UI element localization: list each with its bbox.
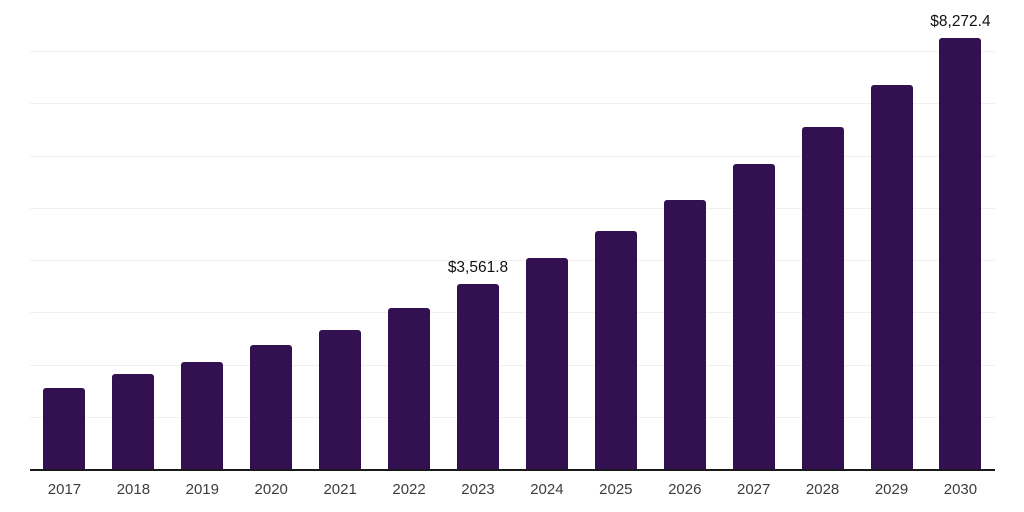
bar-slot-2026 [650, 0, 719, 470]
gridline-3000 [30, 312, 995, 314]
bar-slot-2022 [375, 0, 444, 470]
bar-slot-2025 [581, 0, 650, 470]
x-tick-label-2024: 2024 [530, 481, 564, 498]
bar-slot-2021 [306, 0, 375, 470]
x-axis-labels: 2017 2018 2019 2020 2021 2022 2023 2024 2025 2026… [30, 479, 995, 501]
bar-slot-2029 [857, 0, 926, 470]
x-tick-label-2027: 2027 [736, 481, 771, 498]
bar-2019 [181, 362, 224, 470]
x-tick-label-2019: 2019 [185, 481, 219, 498]
gridline-1000 [30, 416, 995, 418]
bar-slot-2018 [99, 0, 168, 470]
bar-2026 [663, 200, 706, 470]
bar-2021 [319, 329, 362, 470]
bar-slot-2019 [168, 0, 237, 470]
x-tick-label-2029: 2029 [874, 481, 909, 498]
bar-slot-2024 [512, 0, 581, 470]
x-axis-line [30, 469, 995, 471]
bar-2027 [732, 163, 775, 470]
bar-slot-2030: $8,272.4 [926, 0, 995, 470]
data-label-2023: $3,561.8 [447, 259, 509, 276]
bars-container: $3,561.8 $8,272.4 [30, 0, 995, 470]
bar-2028 [801, 127, 844, 470]
x-tick-label-2017: 2017 [47, 481, 82, 498]
gridline-4000 [30, 260, 995, 262]
bar-slot-2028 [788, 0, 857, 470]
x-tick-label-2022: 2022 [392, 481, 426, 498]
data-label-2030: $8,272.4 [930, 13, 991, 30]
x-tick-label-2021: 2021 [323, 481, 357, 498]
gridline-2000 [30, 364, 995, 366]
bar-slot-2023: $3,561.8 [444, 0, 513, 470]
bar-2020 [250, 344, 293, 470]
x-tick-label-2030: 2030 [943, 481, 978, 498]
plot-area: $3,561.8 $8,272.4 [30, 0, 995, 471]
bar-slot-2027 [719, 0, 788, 470]
bar-2017 [43, 387, 86, 470]
bar-2025 [594, 230, 637, 470]
bar-2022 [388, 307, 431, 470]
bar-2018 [112, 374, 155, 470]
gridline-8000 [30, 51, 995, 53]
bar-2029 [870, 85, 913, 470]
bar-2023 [456, 284, 499, 470]
x-tick-label-2020: 2020 [254, 481, 288, 498]
x-tick-label-2026: 2026 [668, 481, 702, 498]
gridline-7000 [30, 103, 995, 105]
x-tick-label-2028: 2028 [805, 481, 840, 498]
gridline-5000 [30, 207, 995, 209]
bar-slot-2020 [237, 0, 306, 470]
bar-slot-2017 [30, 0, 99, 470]
x-tick-label-2023: 2023 [461, 481, 495, 498]
bar-2024 [525, 257, 568, 470]
bar-2030 [939, 38, 982, 470]
gridline-6000 [30, 155, 995, 157]
x-tick-label-2025: 2025 [599, 481, 633, 498]
x-tick-label-2018: 2018 [116, 481, 151, 498]
